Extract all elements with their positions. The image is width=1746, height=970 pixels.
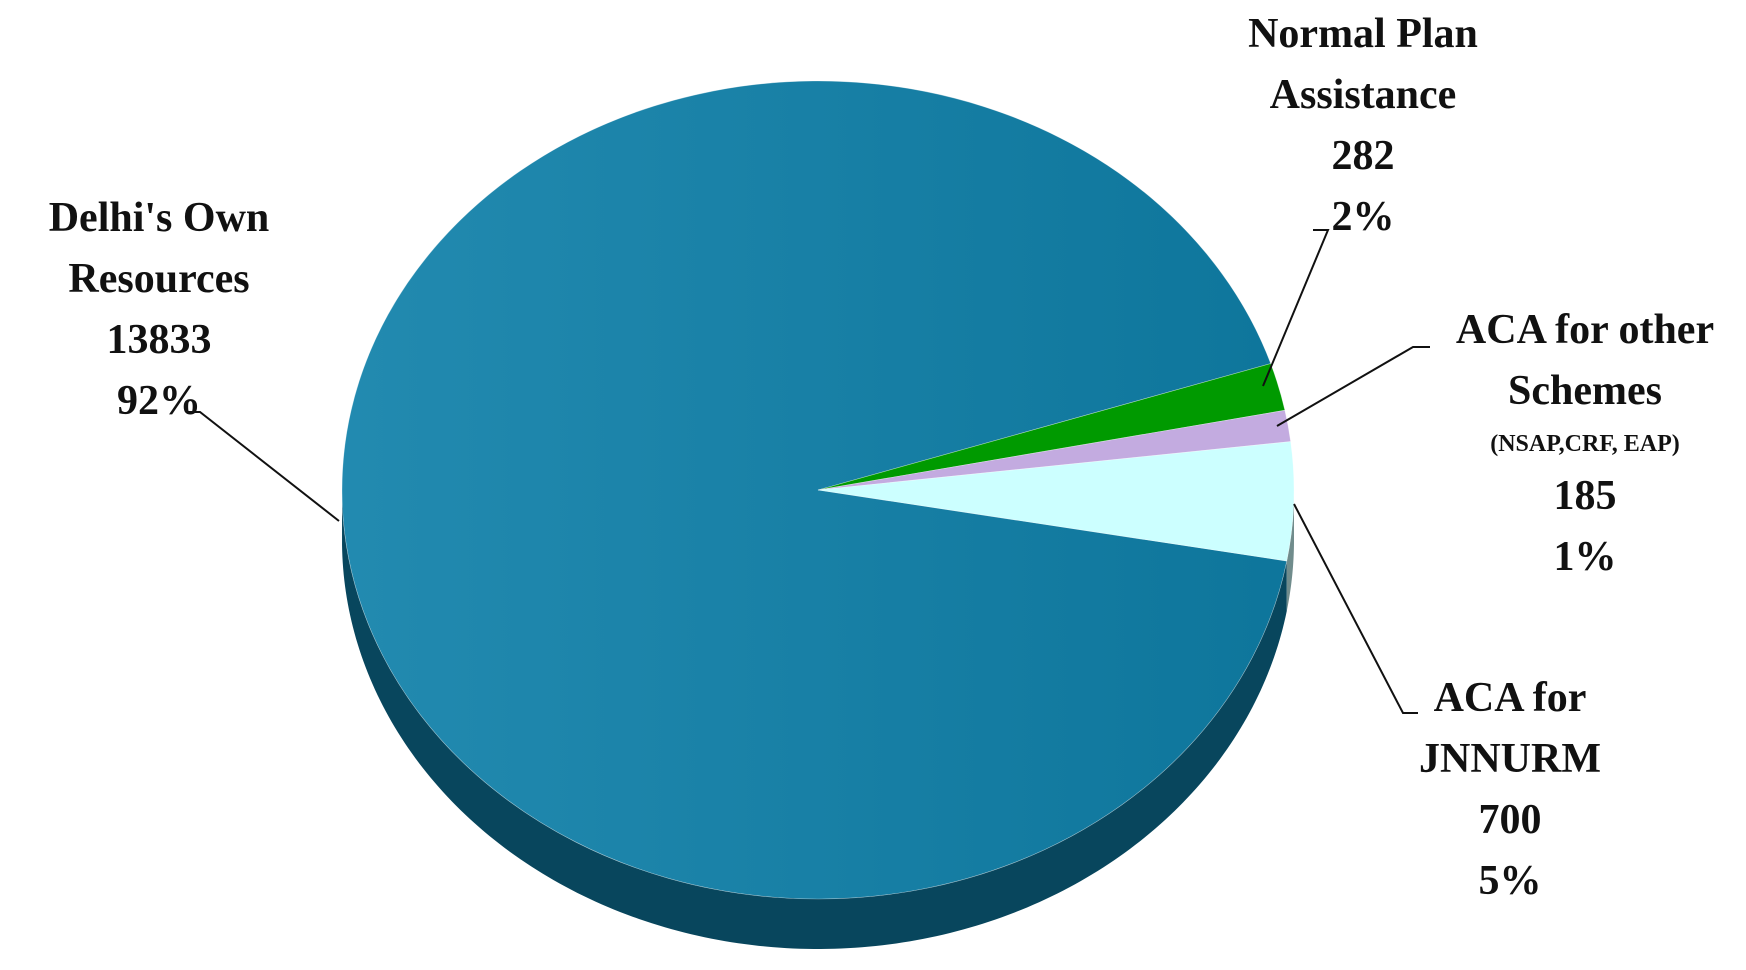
leader-line xyxy=(1262,229,1330,387)
pie-slice xyxy=(817,441,1295,562)
category-label: Normal Plan Assistance xyxy=(1248,11,1478,118)
data-label: Delhi's Own Resources 13833 92% xyxy=(0,188,324,432)
category-label: ACA for other Schemes xyxy=(1455,307,1715,414)
percent-label: 92% xyxy=(117,378,201,424)
percent-label: 2% xyxy=(1331,194,1395,240)
leader-line xyxy=(187,411,340,522)
data-label: Normal Plan Assistance 282 2% xyxy=(1198,4,1528,248)
percent-label: 5% xyxy=(1478,858,1542,904)
leader-line xyxy=(1293,503,1418,714)
category-label: Delhi's Own Resources xyxy=(48,195,270,302)
annotation: (NSAP,CRF, EAP) xyxy=(1490,431,1680,457)
value-label: 13833 xyxy=(106,317,212,363)
value-label: 185 xyxy=(1553,473,1617,519)
pie-sheen xyxy=(342,81,1287,900)
value-label: 700 xyxy=(1478,797,1542,843)
pie-side xyxy=(1286,490,1294,612)
data-label: ACA for JNNURM 700 5% xyxy=(1375,668,1645,912)
value-label: 282 xyxy=(1331,133,1395,179)
category-label: ACA for JNNURM xyxy=(1419,675,1601,782)
percent-label: 1% xyxy=(1553,534,1617,580)
data-label: ACA for other Schemes (NSAP,CRF, EAP) 185 1… xyxy=(1415,300,1746,588)
leader-line xyxy=(1276,346,1430,427)
